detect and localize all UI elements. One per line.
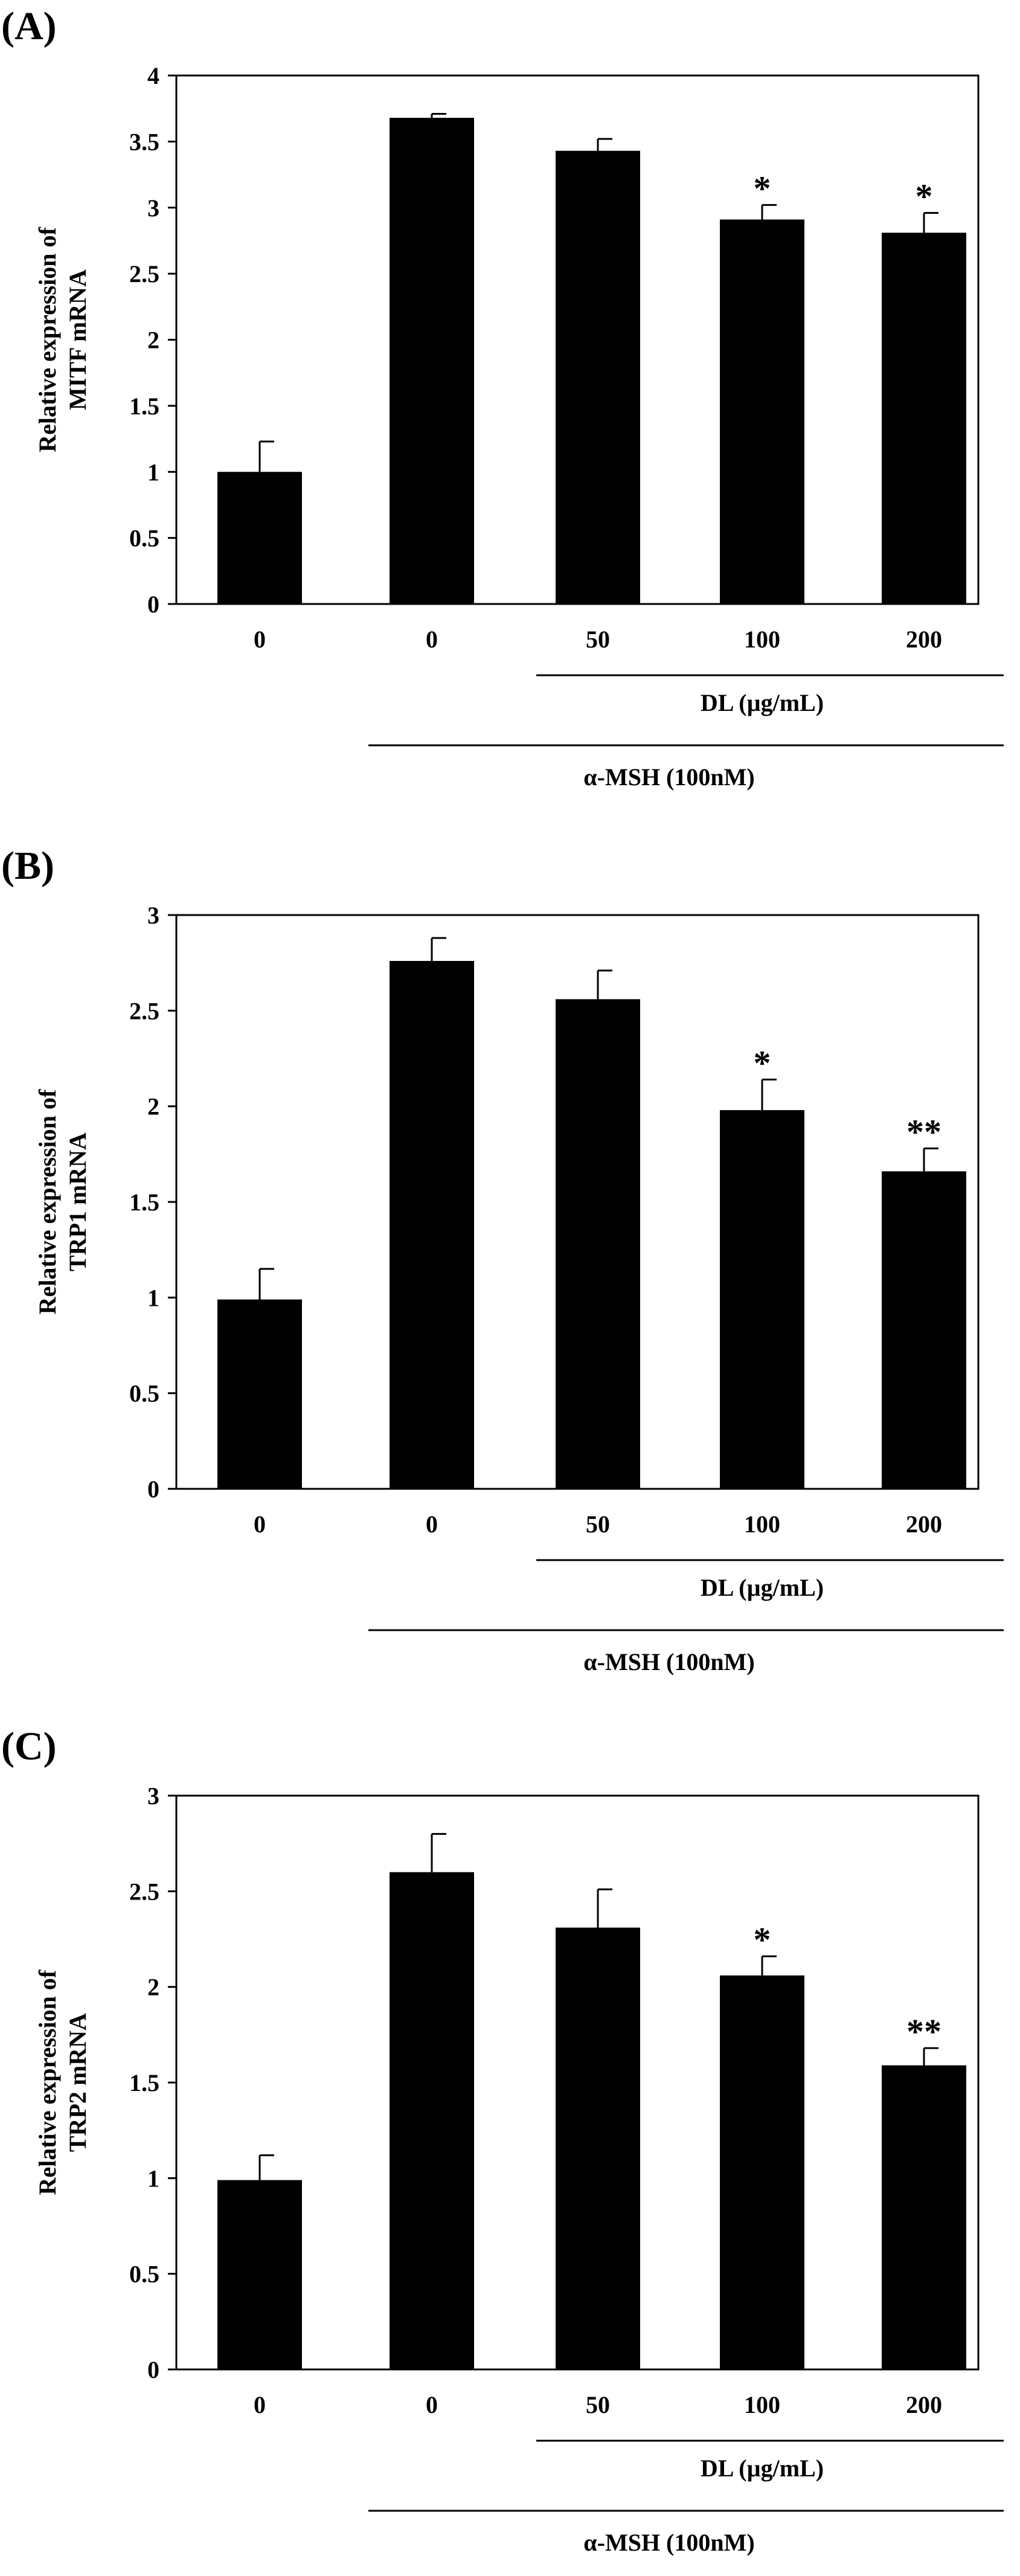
bar	[390, 1872, 474, 2369]
y-tick-label: 0	[147, 591, 159, 618]
y-axis-label: Relative expression of MITF mRNA	[34, 227, 91, 452]
chart-panel: (A) 0 0.5 1 1.5 2 2.5 3 3.5 4 Relative expression …	[1, 4, 1004, 791]
x-tick-label: 0	[254, 1511, 266, 1538]
bar	[720, 1975, 804, 2369]
y-tick-label: 1.5	[129, 1189, 159, 1216]
significance-mark: **	[906, 2012, 941, 2051]
x-tick-label: 200	[906, 2391, 942, 2418]
x-tick-label: 50	[586, 1511, 610, 1538]
bar	[882, 1171, 966, 1489]
bar	[217, 472, 302, 604]
y-axis-label: Relative expression of TRP1 mRNA	[34, 1089, 91, 1314]
bar	[720, 1110, 804, 1489]
x-tick-label: 100	[744, 1511, 780, 1538]
bar	[556, 150, 640, 604]
msh-group-label: α-MSH (100nM)	[583, 763, 754, 791]
x-tick-label: 200	[906, 1511, 942, 1538]
panel-letter: (C)	[1, 1724, 57, 1768]
significance-mark: *	[916, 177, 933, 216]
x-tick-label: 0	[426, 1511, 438, 1538]
bar	[217, 1299, 302, 1489]
y-tick-label: 4	[147, 62, 159, 89]
significance-mark: **	[906, 1112, 941, 1151]
y-tick-label: 0.5	[129, 1380, 159, 1407]
msh-group-label: α-MSH (100nM)	[583, 1648, 754, 1675]
panel-letter: (A)	[1, 4, 57, 48]
y-tick-label: 0.5	[129, 2261, 159, 2288]
x-tick-label: 50	[586, 2391, 610, 2418]
chart-panel: (C) 0 0.5 1 1.5 2 2.5 3 Relative expression of TR…	[1, 1724, 1004, 2556]
y-tick-label: 2.5	[129, 1878, 159, 1905]
y-tick-label: 2	[147, 1974, 159, 2001]
y-tick-label: 2.5	[129, 260, 159, 287]
y-tick-label: 3	[147, 194, 159, 222]
y-tick-label: 3	[147, 1782, 159, 1810]
x-tick-label: 100	[744, 626, 780, 653]
x-tick-label: 0	[254, 626, 266, 653]
bar	[390, 118, 474, 604]
y-tick-label: 3	[147, 902, 159, 929]
bar	[556, 1927, 640, 2369]
x-tick-label: 200	[906, 626, 942, 653]
chart-panel: (B) 0 0.5 1 1.5 2 2.5 3 Relative expression of TR…	[1, 844, 1004, 1675]
x-tick-label: 100	[744, 2391, 780, 2418]
y-tick-label: 0.5	[129, 525, 159, 552]
bar	[882, 2065, 966, 2369]
y-tick-label: 3.5	[129, 128, 159, 155]
x-tick-label: 0	[426, 626, 438, 653]
x-tick-label: 0	[426, 2391, 438, 2418]
bar	[556, 999, 640, 1489]
y-tick-label: 1	[147, 1284, 159, 1311]
y-tick-label: 1.5	[129, 393, 159, 420]
y-tick-label: 0	[147, 1476, 159, 1503]
significance-mark: *	[754, 169, 771, 208]
dl-group-label: DL (µg/mL)	[701, 689, 824, 716]
x-tick-label: 0	[254, 2391, 266, 2418]
panel-letter: (B)	[1, 844, 54, 888]
x-tick-label: 50	[586, 626, 610, 653]
y-tick-label: 2.5	[129, 997, 159, 1024]
y-axis-label: Relative expression of TRP2 mRNA	[34, 1970, 91, 2195]
y-tick-label: 0	[147, 2356, 159, 2383]
y-tick-label: 2	[147, 327, 159, 354]
y-tick-label: 1	[147, 2165, 159, 2192]
y-tick-label: 1	[147, 458, 159, 486]
bar	[390, 961, 474, 1489]
bar	[720, 219, 804, 604]
dl-group-label: DL (µg/mL)	[701, 1574, 824, 1601]
y-tick-label: 2	[147, 1093, 159, 1120]
msh-group-label: α-MSH (100nM)	[583, 2529, 754, 2556]
dl-group-label: DL (µg/mL)	[701, 2455, 824, 2482]
y-tick-label: 1.5	[129, 2069, 159, 2096]
bar	[882, 233, 966, 604]
significance-mark: *	[754, 1043, 771, 1082]
significance-mark: *	[754, 1920, 771, 1959]
bar	[217, 2180, 302, 2369]
